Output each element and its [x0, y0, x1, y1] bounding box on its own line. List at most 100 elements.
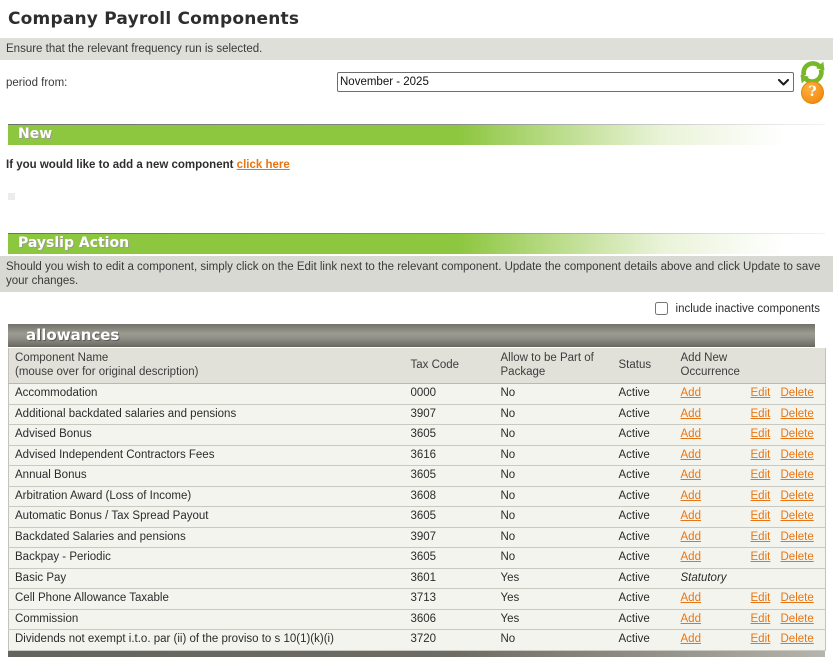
help-icon[interactable]: ? — [801, 81, 824, 104]
edit-link[interactable]: Edit — [750, 448, 771, 461]
delete-cell — [770, 568, 826, 589]
col-status: Status — [608, 348, 671, 384]
add-occurrence-link[interactable]: Add — [680, 407, 701, 420]
add-occurrence-link[interactable]: Add — [680, 633, 701, 645]
add-occurrence-link[interactable]: Add — [680, 448, 701, 461]
delete-link[interactable]: Delete — [780, 448, 814, 461]
edit-link[interactable]: Edit — [750, 551, 771, 563]
add-occurrence-link[interactable]: Add — [680, 612, 701, 625]
status-cell: Active — [608, 629, 671, 651]
tax-code-cell: 3616 — [400, 445, 491, 466]
occurrence-cell: Add — [670, 465, 741, 487]
delete-cell: Delete — [770, 547, 826, 569]
component-name-cell: Backpay - Periodic — [8, 547, 401, 569]
period-row: period from: November - 2025 ? — [0, 60, 833, 118]
edit-link[interactable]: Edit — [750, 407, 771, 420]
edit-link[interactable]: Edit — [750, 387, 771, 399]
add-occurrence-link[interactable]: Add — [680, 469, 701, 481]
allowances-rows: Accommodation 0000 No Active Add Edit Delete Ad… — [8, 383, 826, 651]
edit-link[interactable]: Edit — [750, 530, 771, 543]
package-cell: No — [490, 506, 609, 528]
components-table: Component Name (mouse over for original … — [8, 348, 826, 651]
package-cell: No — [490, 465, 609, 487]
tax-code-cell: 3601 — [400, 568, 491, 589]
table-row: Additional backdated salaries and pensio… — [8, 404, 826, 425]
edit-cell: Edit — [740, 527, 771, 548]
add-occurrence-link[interactable]: Add — [680, 592, 701, 604]
occurrence-cell: Statutory — [670, 568, 741, 589]
status-cell: Active — [608, 527, 671, 548]
add-component-link[interactable]: click here — [236, 159, 290, 171]
delete-link[interactable]: Delete — [780, 407, 814, 420]
allowances-category-header: allowances — [8, 324, 815, 347]
tax-code-cell: 3608 — [400, 486, 491, 507]
occurrence-cell: Add — [670, 486, 741, 507]
add-occurrence-link[interactable]: Add — [680, 510, 701, 522]
component-name-cell: Backdated Salaries and pensions — [8, 527, 401, 548]
edit-link[interactable]: Edit — [750, 469, 771, 481]
add-occurrence-link[interactable]: Add — [680, 530, 701, 543]
include-inactive-checkbox[interactable] — [655, 302, 669, 315]
edit-link[interactable]: Edit — [750, 428, 771, 440]
edit-cell: Edit — [740, 445, 771, 466]
component-name-cell: Advised Bonus — [8, 424, 401, 446]
delete-link[interactable]: Delete — [780, 387, 814, 399]
add-occurrence-link[interactable]: Add — [680, 428, 701, 440]
payslip-action-header: Payslip Action — [8, 233, 825, 254]
edit-link[interactable]: Edit — [750, 592, 771, 604]
status-cell: Active — [608, 568, 671, 589]
component-name-cell: Advised Independent Contractors Fees — [8, 445, 401, 466]
delete-link[interactable]: Delete — [780, 489, 814, 502]
period-from-select[interactable]: November - 2025 — [337, 72, 794, 92]
delete-cell: Delete — [770, 383, 826, 405]
delete-link[interactable]: Delete — [780, 510, 814, 522]
table-row: Basic Pay 3601 Yes Active Statutory — [8, 568, 826, 589]
occurrence-cell: Add — [670, 547, 741, 569]
package-cell: Yes — [490, 568, 609, 589]
table-row: Annual Bonus 3605 No Active Add Edit Delete — [8, 465, 826, 487]
occurrence-cell: Add — [670, 588, 741, 610]
delete-cell: Delete — [770, 629, 826, 651]
add-occurrence-link[interactable]: Add — [680, 387, 701, 399]
refresh-icon[interactable] — [799, 59, 826, 86]
delete-cell: Delete — [770, 486, 826, 507]
col-delete — [770, 348, 826, 384]
edit-link[interactable]: Edit — [750, 510, 771, 522]
table-row: Commission 3606 Yes Active Add Edit Delete — [8, 609, 826, 630]
add-component-prompt-text: If you would like to add a new component — [6, 159, 234, 171]
edit-link[interactable]: Edit — [750, 612, 771, 625]
delete-cell: Delete — [770, 588, 826, 610]
delete-link[interactable]: Delete — [780, 592, 814, 604]
component-name-cell: Arbitration Award (Loss of Income) — [8, 486, 401, 507]
package-cell: Yes — [490, 609, 609, 630]
package-cell: No — [490, 527, 609, 548]
tax-code-cell: 3907 — [400, 527, 491, 548]
add-occurrence-link[interactable]: Add — [680, 489, 701, 502]
edit-link[interactable]: Edit — [750, 633, 771, 645]
tax-code-cell: 0000 — [400, 383, 491, 405]
component-name-cell: Annual Bonus — [8, 465, 401, 487]
frequency-notice: Ensure that the relevant frequency run i… — [0, 38, 833, 60]
table-row: Advised Bonus 3605 No Active Add Edit Delete — [8, 424, 826, 446]
edit-cell — [740, 568, 771, 589]
add-occurrence-link[interactable]: Add — [680, 551, 701, 563]
filter-row: include inactive components — [0, 302, 820, 315]
component-name-cell: Automatic Bonus / Tax Spread Payout — [8, 506, 401, 528]
table-row: Dividends not exempt i.t.o. par (ii) of … — [8, 629, 826, 651]
package-cell: Yes — [490, 588, 609, 610]
delete-link[interactable]: Delete — [780, 469, 814, 481]
allowances-section: allowances Component Name (mouse over fo… — [8, 324, 826, 651]
table-row: Arbitration Award (Loss of Income) 3608 No… — [8, 486, 826, 507]
delete-link[interactable]: Delete — [780, 551, 814, 563]
col-add-new-occurrence: Add New Occurrence — [670, 348, 741, 384]
delete-cell: Delete — [770, 404, 826, 425]
delete-link[interactable]: Delete — [780, 633, 814, 645]
delete-link[interactable]: Delete — [780, 530, 814, 543]
occurrence-cell: Add — [670, 629, 741, 651]
delete-cell: Delete — [770, 527, 826, 548]
delete-link[interactable]: Delete — [780, 428, 814, 440]
status-cell: Active — [608, 465, 671, 487]
delete-link[interactable]: Delete — [780, 612, 814, 625]
edit-cell: Edit — [740, 465, 771, 487]
edit-link[interactable]: Edit — [750, 489, 771, 502]
